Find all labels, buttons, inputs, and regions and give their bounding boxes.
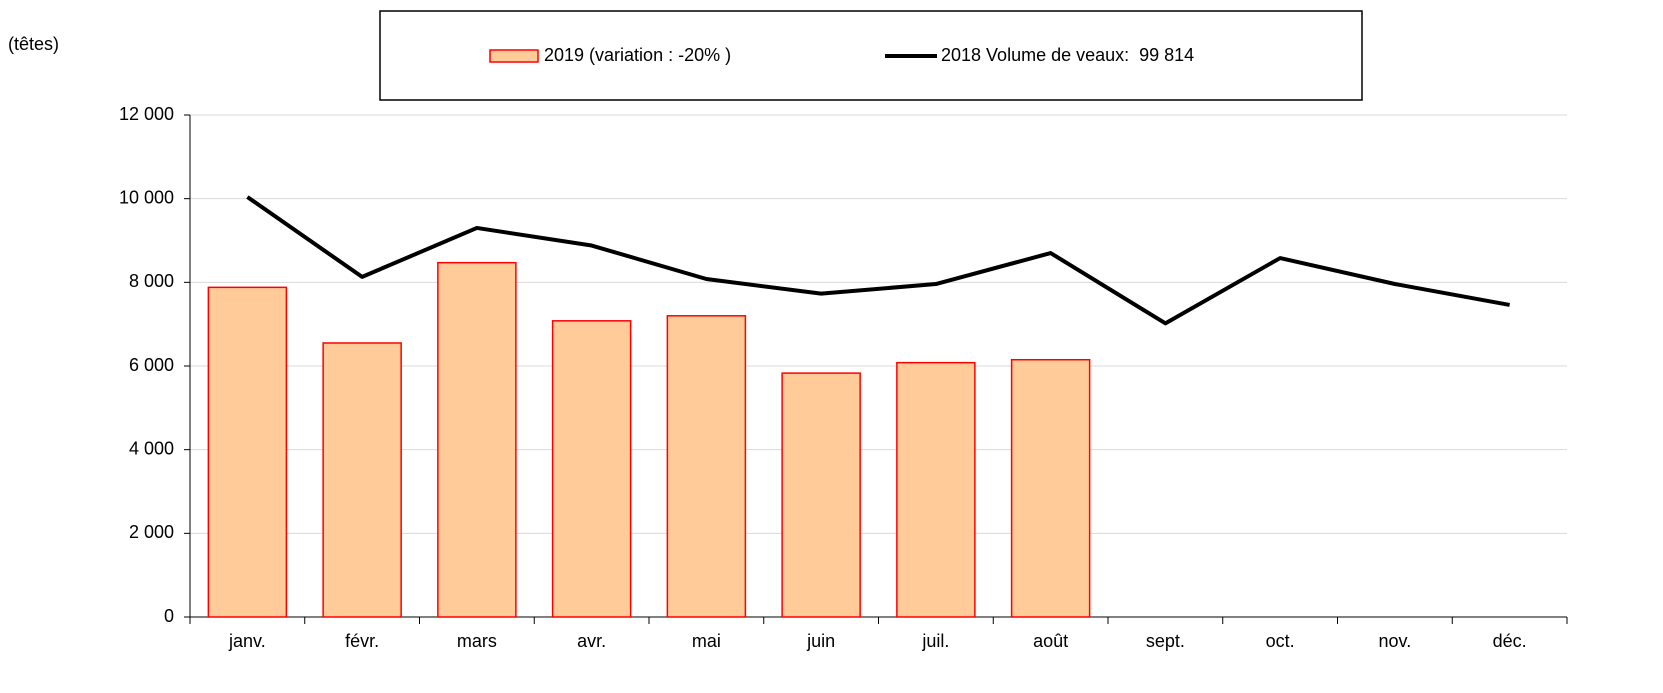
x-tick-label: août bbox=[1033, 631, 1068, 651]
x-tick-label: févr. bbox=[345, 631, 379, 651]
y-tick-label: 4 000 bbox=[129, 438, 174, 458]
legend-swatch bbox=[489, 49, 539, 63]
x-tick-label: mai bbox=[692, 631, 721, 651]
bar bbox=[551, 320, 632, 618]
legend-label: 2019 (variation : -20% ) bbox=[544, 45, 731, 65]
x-tick-label: sept. bbox=[1146, 631, 1185, 651]
bar bbox=[666, 315, 747, 618]
y-tick-label: 6 000 bbox=[129, 355, 174, 375]
y-axis-label: (têtes) bbox=[8, 34, 59, 54]
y-tick-label: 0 bbox=[164, 606, 174, 626]
x-tick-label: nov. bbox=[1379, 631, 1412, 651]
x-tick-label: juil. bbox=[921, 631, 949, 651]
y-tick-label: 2 000 bbox=[129, 522, 174, 542]
x-tick-label: déc. bbox=[1493, 631, 1527, 651]
x-tick-label: avr. bbox=[577, 631, 606, 651]
bar bbox=[1010, 358, 1091, 618]
legend-label: 2018 Volume de veaux: 99 814 bbox=[941, 45, 1194, 65]
legend-box bbox=[379, 10, 1363, 101]
bar bbox=[896, 361, 976, 618]
bar bbox=[207, 286, 288, 618]
bar bbox=[781, 372, 861, 618]
bar bbox=[437, 261, 517, 618]
x-tick-label: janv. bbox=[228, 631, 266, 651]
x-tick-label: juin bbox=[806, 631, 835, 651]
y-tick-label: 10 000 bbox=[119, 187, 174, 207]
y-tick-label: 8 000 bbox=[129, 271, 174, 291]
bar bbox=[322, 342, 402, 618]
x-tick-label: mars bbox=[457, 631, 497, 651]
line bbox=[246, 195, 1510, 326]
y-tick-label: 12 000 bbox=[119, 104, 174, 124]
x-tick-label: oct. bbox=[1266, 631, 1295, 651]
